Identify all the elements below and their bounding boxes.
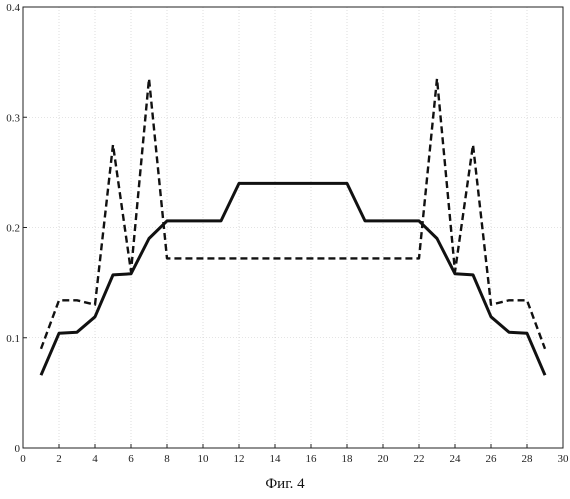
x-tick-label: 22 — [414, 453, 425, 465]
x-tick-label: 10 — [198, 453, 210, 465]
y-tick-label: 0.2 — [6, 223, 20, 235]
x-tick-label: 16 — [306, 453, 318, 465]
y-tick-label: 0.1 — [6, 333, 20, 345]
x-tick-label: 14 — [270, 453, 282, 465]
x-tick-label: 6 — [128, 453, 134, 465]
series-layer — [41, 79, 545, 376]
x-tick-label: 18 — [342, 453, 354, 465]
y-tick-label: 0 — [15, 443, 21, 455]
y-tick-label: 0.4 — [6, 2, 20, 14]
x-tick-label: 20 — [378, 453, 390, 465]
dashed-series-line — [41, 79, 545, 349]
x-tick-label: 2 — [56, 453, 62, 465]
x-tick-label: 8 — [164, 453, 170, 465]
x-tick-label: 26 — [486, 453, 498, 465]
x-tick-label: 4 — [92, 453, 98, 465]
figure-caption: Фиг. 4 — [0, 476, 570, 493]
x-tick-label: 24 — [450, 453, 462, 465]
x-tick-label: 0 — [20, 453, 26, 465]
x-tick-label: 28 — [522, 453, 534, 465]
x-tick-label: 30 — [558, 453, 570, 465]
solid-series-line — [41, 183, 545, 375]
y-tick-label: 0.3 — [6, 112, 20, 124]
axis-ticks: 02468101214161820222426283000.10.20.30.4 — [6, 2, 569, 465]
x-tick-label: 12 — [234, 453, 245, 465]
